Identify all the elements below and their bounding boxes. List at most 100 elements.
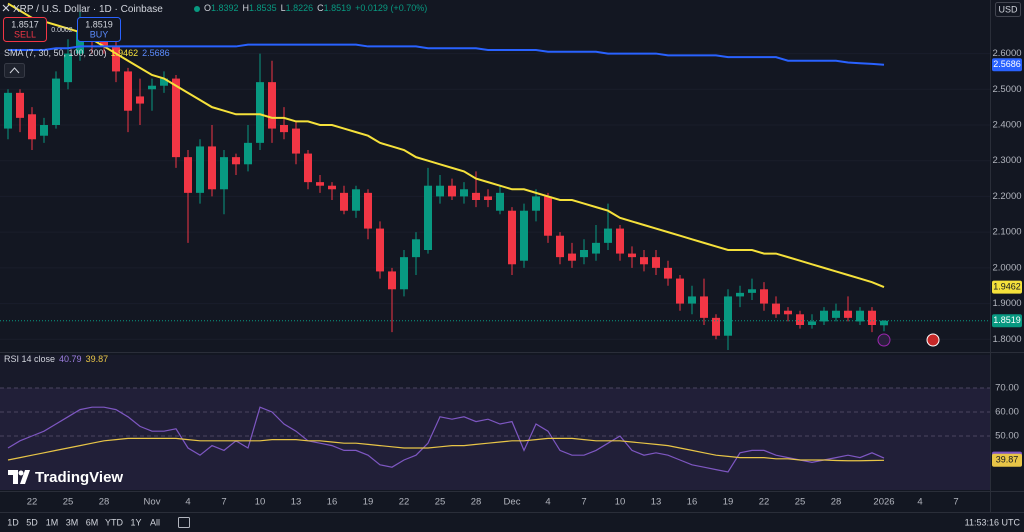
x-tick-label: 7 bbox=[953, 497, 958, 508]
candle-body bbox=[352, 189, 360, 211]
candle-body bbox=[700, 296, 708, 318]
x-tick-label: 10 bbox=[255, 497, 266, 508]
event-icon[interactable] bbox=[877, 333, 891, 347]
y-tick-label: 2.3000 bbox=[992, 155, 1021, 166]
candle-body bbox=[340, 192, 348, 211]
range-button[interactable]: 1D bbox=[7, 517, 19, 527]
sma-value: 2.5686 bbox=[142, 48, 170, 58]
price-tag bbox=[992, 280, 1022, 294]
ohlc-label: C bbox=[317, 3, 324, 13]
y-tick-label: 2.5000 bbox=[992, 84, 1021, 95]
x-tick-label: 28 bbox=[831, 497, 842, 508]
rsi-value: 40.79 bbox=[59, 354, 82, 364]
candle-body bbox=[208, 146, 216, 190]
range-button[interactable]: 3M bbox=[66, 517, 79, 527]
candle-body bbox=[388, 271, 396, 290]
y-tick-label: 1.8000 bbox=[992, 334, 1021, 345]
candle-body bbox=[808, 321, 816, 325]
range-button[interactable]: All bbox=[150, 517, 160, 527]
x-tick-label: 25 bbox=[435, 497, 446, 508]
candle-body bbox=[364, 192, 372, 229]
x-tick-label: 25 bbox=[63, 497, 74, 508]
candle-body bbox=[280, 125, 288, 133]
logo-text: TradingView bbox=[35, 469, 123, 486]
candle-body bbox=[568, 253, 576, 261]
candle-body bbox=[328, 185, 336, 190]
range-button[interactable]: 1Y bbox=[130, 517, 141, 527]
sell-price: 1.8517 bbox=[11, 19, 39, 29]
candle-body bbox=[880, 320, 888, 326]
x-tick-label: 22 bbox=[399, 497, 410, 508]
candle-body bbox=[604, 228, 612, 243]
clock: 11:53:16 UTC bbox=[965, 517, 1021, 527]
candle-body bbox=[844, 310, 852, 318]
x-tick-label: 19 bbox=[363, 497, 374, 508]
symbol: XRP / U.S. Dollar · 1D · Coinbase bbox=[13, 4, 163, 15]
candle-body bbox=[616, 228, 624, 254]
sma-line bbox=[7, 2, 885, 288]
candle-body bbox=[376, 228, 384, 272]
candle-body bbox=[412, 239, 420, 258]
price-tag-label: 1.9462 bbox=[993, 281, 1021, 291]
range-button[interactable]: 1M bbox=[46, 517, 59, 527]
x-tick-label: 2026 bbox=[873, 497, 894, 508]
collapse-icon bbox=[9, 67, 20, 74]
range-button[interactable]: YTD bbox=[105, 517, 124, 527]
candle-body bbox=[136, 96, 144, 104]
candle-body bbox=[28, 114, 36, 140]
candle-body bbox=[448, 185, 456, 197]
bottom-toolbar: 11:53:16 UTC 1D 5D 1M 3M 6M YTD 1Y All bbox=[7, 517, 1021, 528]
rsi-tag bbox=[992, 453, 1022, 467]
candle-body bbox=[664, 267, 672, 279]
buy-price: 1.8519 bbox=[85, 19, 113, 29]
calendar-icon[interactable] bbox=[178, 517, 190, 528]
candle-body bbox=[76, 32, 84, 54]
candle-body bbox=[160, 78, 168, 86]
x-tick-label: 22 bbox=[27, 497, 38, 508]
indicator-name: RSI 14 close bbox=[4, 354, 55, 364]
range-button[interactable]: 6M bbox=[86, 517, 99, 527]
candle-body bbox=[496, 192, 504, 211]
collapse-button[interactable] bbox=[4, 63, 25, 78]
x-tick-label: 16 bbox=[327, 497, 338, 508]
candle-body bbox=[712, 317, 720, 336]
candle-body bbox=[436, 185, 444, 197]
rsi-legend: RSI 14 close 40.79 39.87 bbox=[4, 354, 108, 364]
y-tick-label: 2.2000 bbox=[992, 191, 1021, 202]
candle-body bbox=[772, 303, 780, 315]
economic-event-icon[interactable] bbox=[926, 333, 940, 347]
candle-body bbox=[172, 78, 180, 158]
sell-label: SELL bbox=[14, 29, 36, 39]
candle-body bbox=[688, 296, 696, 304]
currency: USD bbox=[998, 4, 1018, 14]
candle-body bbox=[64, 53, 72, 83]
candle-body bbox=[4, 92, 12, 129]
candle-body bbox=[460, 189, 468, 197]
sell-button[interactable] bbox=[3, 17, 47, 42]
candle-body bbox=[316, 182, 324, 186]
ohlc-value: 1.8519 bbox=[324, 3, 352, 13]
price-tag-label: 1.8519 bbox=[993, 315, 1021, 325]
candle-body bbox=[760, 289, 768, 304]
candle-body bbox=[628, 253, 636, 258]
ohlc-value: 1.8226 bbox=[286, 3, 314, 13]
currency-button[interactable] bbox=[995, 2, 1021, 17]
x-tick-label: 10 bbox=[615, 497, 626, 508]
ohlc-legend: O1.8392 H1.8535 L1.8226 C1.8519 +0.0129 (+0.… bbox=[204, 3, 427, 13]
y-tick-label: 60.00 bbox=[995, 407, 1019, 418]
candle-body bbox=[304, 153, 312, 183]
candle-body bbox=[856, 310, 864, 322]
candle-body bbox=[472, 192, 480, 200]
candle-body bbox=[256, 82, 264, 143]
candle-body bbox=[544, 196, 552, 236]
range-button[interactable]: 5D bbox=[26, 517, 38, 527]
x-tick-label: 7 bbox=[221, 497, 226, 508]
candle-body bbox=[832, 310, 840, 318]
y-tick-label: 2.1000 bbox=[992, 227, 1021, 238]
header-line: XRP / U.S. Dollar · 1D · Coinbase bbox=[13, 4, 163, 15]
buy-label: BUY bbox=[90, 29, 109, 39]
sma-value: 1.9462 bbox=[111, 48, 139, 58]
buy-button[interactable] bbox=[77, 17, 121, 42]
x-tick-label: 7 bbox=[581, 497, 586, 508]
x-tick-label: 13 bbox=[651, 497, 662, 508]
